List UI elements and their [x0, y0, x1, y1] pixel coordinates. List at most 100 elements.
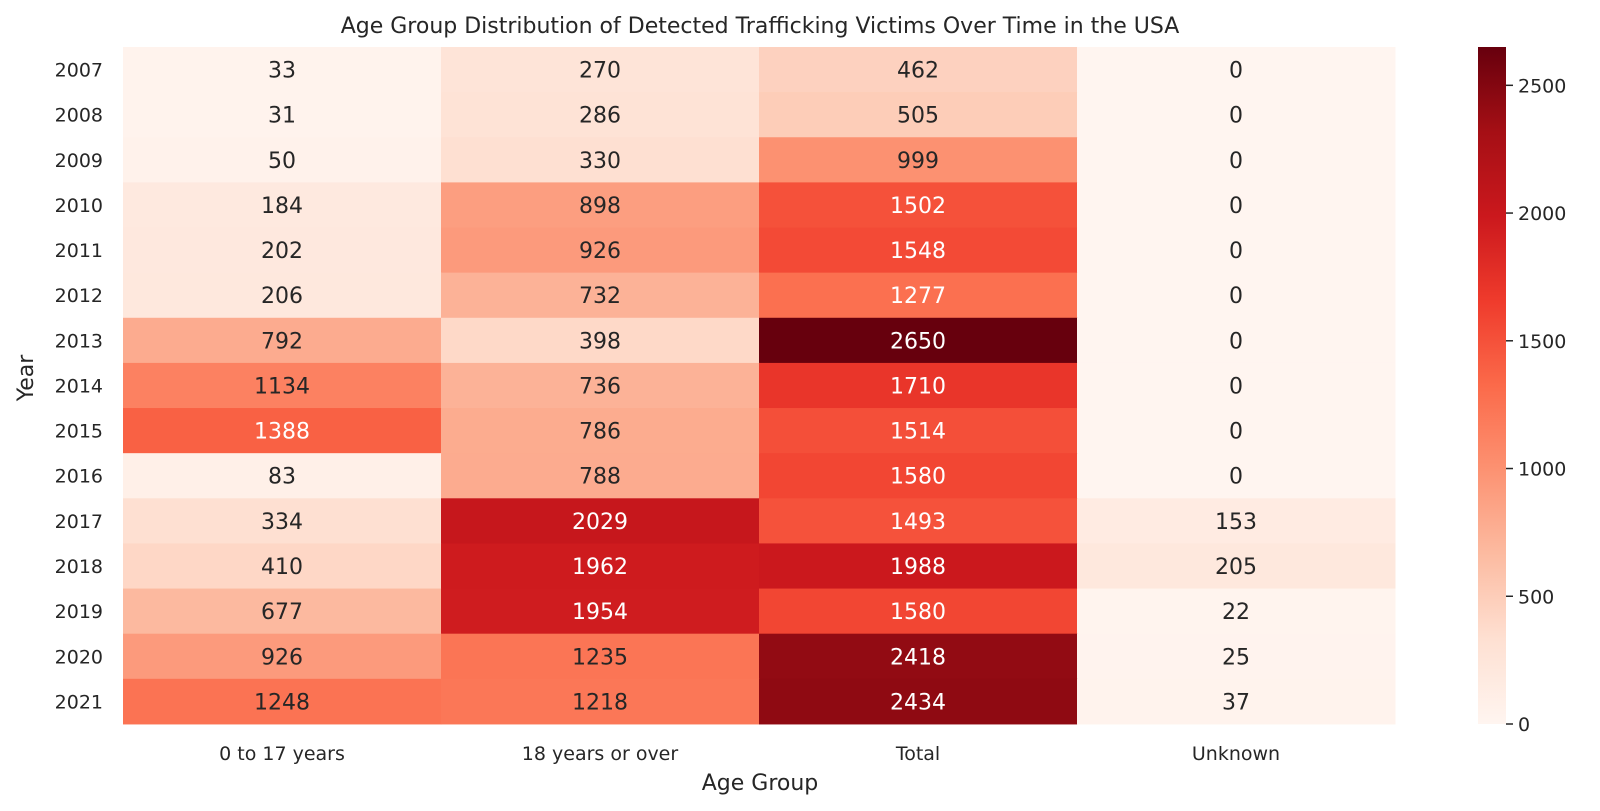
cell-value-label: 0	[1229, 239, 1243, 264]
cell-value-label: 31	[268, 104, 296, 129]
colorbar-tick-label: 1500	[1518, 331, 1566, 353]
cell-value-label: 25	[1222, 645, 1250, 670]
heatmap-cell	[441, 408, 760, 454]
y-tick-label: 2011	[55, 240, 103, 262]
cell-value-label: 732	[579, 284, 621, 309]
heatmap-cell	[759, 453, 1078, 499]
heatmap-cell	[1077, 272, 1396, 319]
heatmap-cell	[1077, 453, 1396, 499]
cell-value-label: 1548	[890, 239, 946, 264]
cell-value-label: 0	[1229, 284, 1243, 309]
heatmap-cell	[1077, 92, 1396, 138]
cell-value-label: 2434	[890, 690, 946, 715]
x-tick-labels: 0 to 17 years 18 years or over Total Unknow…	[219, 743, 1280, 765]
chart-title: Age Group Distribution of Detected Traff…	[341, 14, 1180, 39]
colorbar-tick-label: 0	[1518, 714, 1530, 736]
cell-value-label: 50	[268, 149, 296, 174]
heatmap-cell	[1077, 678, 1396, 725]
heatmap-cell	[441, 92, 760, 138]
x-axis-label: Age Group	[702, 771, 819, 796]
heatmap-cell	[759, 182, 1078, 229]
cell-value-label: 1277	[890, 284, 946, 309]
y-tick-label: 2021	[55, 691, 103, 713]
y-tick-label: 2015	[55, 421, 103, 443]
cell-value-label: 0	[1229, 420, 1243, 445]
cell-value-label: 1493	[890, 510, 946, 535]
cell-value-label: 2418	[890, 645, 946, 670]
cell-value-label: 0	[1229, 59, 1243, 84]
cell-value-label: 184	[261, 194, 303, 219]
cell-value-label: 1248	[254, 690, 310, 715]
cell-value-label: 1514	[890, 420, 946, 445]
colorbar-tick-label: 1000	[1518, 459, 1566, 481]
cell-value-label: 792	[261, 329, 303, 354]
heatmap-cell	[759, 408, 1078, 454]
y-tick-label: 2008	[55, 105, 103, 127]
heatmap-cell	[441, 272, 760, 319]
cell-value-label: 462	[897, 59, 939, 84]
heatmap-cell	[441, 588, 760, 635]
heatmap-cell	[1077, 227, 1396, 274]
cell-value-label: 1218	[572, 690, 628, 715]
heatmap-cell	[123, 47, 442, 93]
heatmap-cell	[1077, 137, 1396, 183]
cell-value-label: 0	[1229, 465, 1243, 490]
cell-value-label: 1235	[572, 645, 628, 670]
cell-value-label: 334	[261, 510, 303, 535]
cell-value-label: 1988	[890, 555, 946, 580]
y-tick-label: 2017	[55, 511, 103, 533]
cell-value-label: 270	[579, 59, 621, 84]
y-tick-labels: 2007 2008 2009 2010 2011 2012 2013 2014 2015 2016…	[55, 60, 103, 714]
heatmap-cell	[123, 317, 442, 364]
heatmap-cell	[441, 317, 760, 364]
cell-value-label: 398	[579, 329, 621, 354]
heatmap-cell	[759, 498, 1078, 544]
cell-value-label: 2029	[572, 510, 628, 535]
cell-value-label: 0	[1229, 329, 1243, 354]
cell-value-label: 0	[1229, 374, 1243, 399]
heatmap-cell	[1077, 498, 1396, 544]
heatmap-cell	[1077, 47, 1396, 93]
heatmap-cell	[1077, 633, 1396, 680]
heatmap-cell	[1077, 543, 1396, 590]
heatmap-cell	[441, 543, 760, 590]
cell-value-label: 786	[579, 420, 621, 445]
heatmap-cell	[759, 588, 1078, 635]
heatmap-cell	[1077, 588, 1396, 635]
cell-value-label: 1710	[890, 374, 946, 399]
cell-value-label: 1134	[254, 374, 310, 399]
cell-value-label: 22	[1222, 600, 1250, 625]
cell-value-label: 1580	[890, 600, 946, 625]
cell-value-label: 1388	[254, 420, 310, 445]
heatmap-cell	[759, 227, 1078, 274]
heatmap-cell	[1077, 408, 1396, 454]
heatmap-cell	[441, 678, 760, 725]
heatmap-cell	[759, 272, 1078, 319]
colorbar-tick-label: 500	[1518, 586, 1554, 608]
heatmap-cell	[441, 47, 760, 93]
cell-value-label: 330	[579, 149, 621, 174]
cell-value-label: 898	[579, 194, 621, 219]
colorbar-tick-label: 2500	[1518, 75, 1566, 97]
colorbar	[1478, 47, 1506, 724]
cell-value-label: 1962	[572, 555, 628, 580]
cell-value-label: 0	[1229, 194, 1243, 219]
heatmap-cell	[1077, 362, 1396, 409]
cell-value-label: 0	[1229, 149, 1243, 174]
y-tick-label: 2012	[55, 285, 103, 307]
heatmap-cell	[759, 317, 1078, 364]
y-tick-label: 2010	[55, 195, 103, 217]
cell-value-label: 2650	[890, 329, 946, 354]
x-tick-label: 0 to 17 years	[219, 743, 345, 765]
y-tick-label: 2013	[55, 330, 103, 352]
cell-value-label: 33	[268, 59, 296, 84]
cell-value-label: 926	[579, 239, 621, 264]
heatmap-cell	[759, 92, 1078, 138]
heatmap-cell	[123, 453, 442, 499]
heatmap-cell	[123, 227, 442, 274]
heatmap-cell	[759, 678, 1078, 725]
heatmap-cell	[123, 92, 442, 138]
cell-value-label: 153	[1215, 510, 1257, 535]
